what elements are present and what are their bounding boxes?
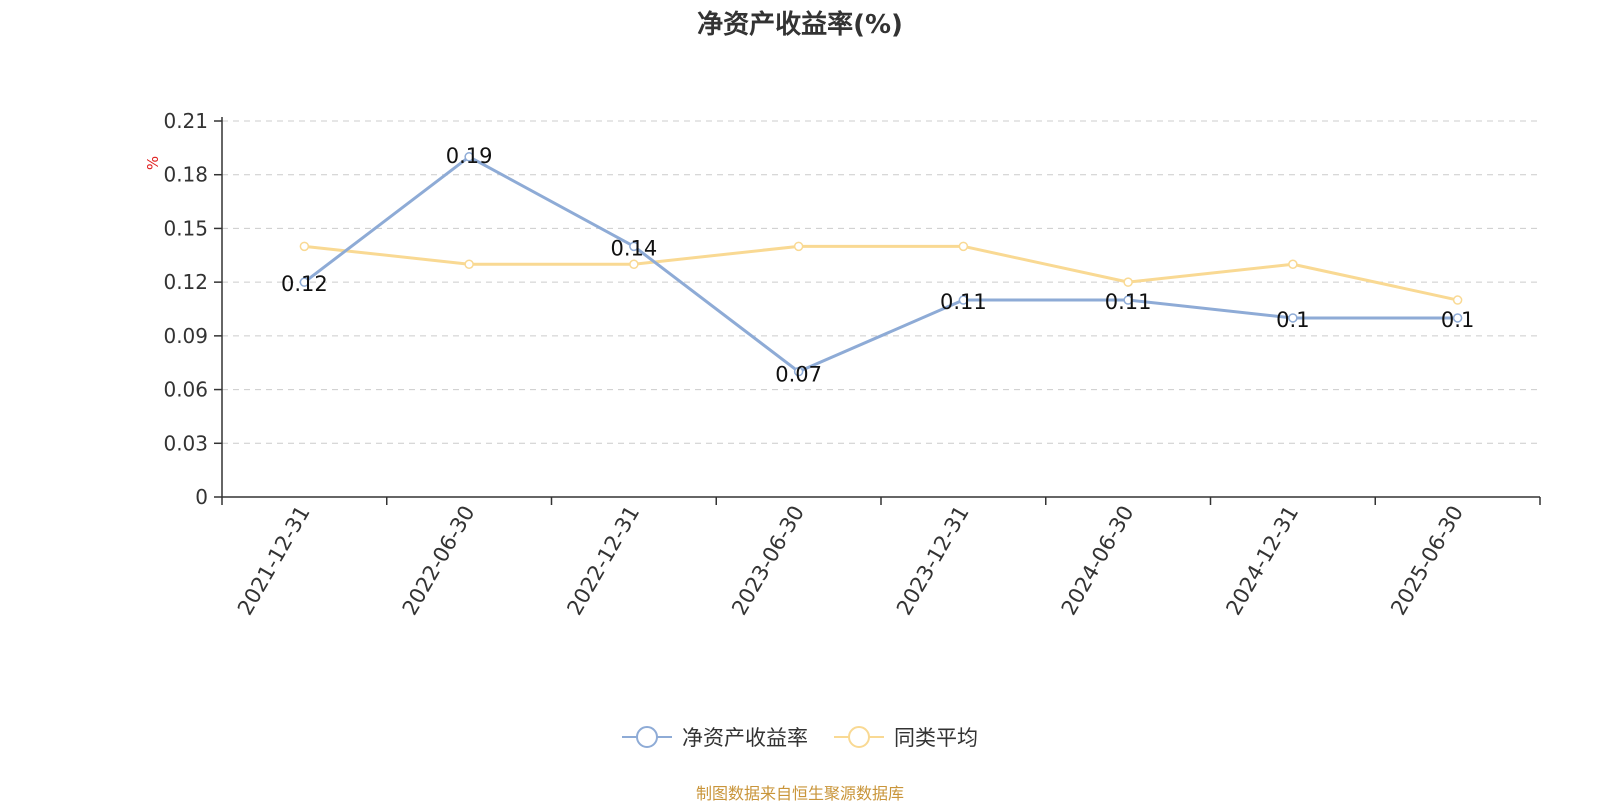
data-point-series-1: [1288, 313, 1298, 323]
y-tick-label: 0.03: [163, 431, 208, 455]
y-tick-label: 0.09: [163, 324, 208, 348]
x-tick-label: 2022-06-30: [398, 502, 480, 620]
legend-item-series-2[interactable]: 同类平均: [834, 722, 978, 752]
data-point-series-1: [299, 277, 310, 287]
data-label: 0.11: [940, 290, 987, 314]
series-line-2: [304, 244, 1458, 302]
data-point-series-2: [299, 241, 310, 252]
y-tick-label: 0.21: [163, 109, 208, 133]
y-tick-label: 0: [195, 485, 208, 509]
data-label: 0.1: [1441, 308, 1474, 332]
x-tick-label: 2023-12-31: [892, 502, 974, 620]
data-point-series-2: [793, 241, 804, 252]
x-tick-label: 2021-12-31: [233, 502, 315, 620]
chart-title: 净资产收益率(%): [697, 10, 903, 40]
y-tick-label: 0.12: [163, 270, 208, 294]
data-label: 0.12: [281, 272, 328, 296]
data-point-series-2: [1123, 277, 1133, 287]
y-tick-label: 0.15: [163, 216, 208, 240]
legend-label-series-1: 净资产收益率: [682, 726, 808, 750]
legend-marker-series-1: [622, 726, 672, 748]
legend-item-series-1[interactable]: 净资产收益率: [622, 722, 808, 752]
data-label: 0.11: [1105, 290, 1152, 314]
data-point-series-1: [1123, 295, 1133, 305]
y-tick-label: 0.06: [163, 378, 208, 402]
data-point-series-1: [958, 295, 969, 305]
data-point-series-1: [1452, 313, 1463, 323]
data-point-series-2: [958, 241, 969, 252]
y-tick-label: 0.18: [163, 163, 208, 187]
data-point-series-2: [629, 259, 639, 269]
x-tick-label: 2025-06-30: [1386, 502, 1468, 620]
data-point-series-1: [793, 366, 804, 377]
data-point-series-1: [629, 241, 639, 252]
y-axis-label: %: [144, 156, 162, 170]
data-point-series-2: [464, 259, 474, 269]
x-tick-label: 2023-06-30: [727, 502, 809, 620]
x-tick-label: 2022-12-31: [562, 502, 644, 620]
data-label: 0.07: [775, 363, 822, 387]
data-point-series-1: [464, 152, 474, 162]
data-point-series-2: [1452, 295, 1463, 305]
legend: 净资产收益率 同类平均: [0, 722, 1600, 752]
series-line-1: [303, 155, 1458, 374]
x-tick-label: 2024-06-30: [1057, 502, 1139, 620]
legend-label-series-2: 同类平均: [894, 726, 978, 750]
data-label: 0.1: [1276, 308, 1309, 332]
data-label: 0.14: [610, 236, 657, 260]
data-point-series-2: [1288, 259, 1298, 269]
source-note: 制图数据来自恒生聚源数据库: [695, 784, 904, 803]
x-tick-label: 2024-12-31: [1221, 502, 1303, 620]
data-label: 0.19: [446, 144, 493, 168]
legend-marker-series-2: [834, 726, 884, 748]
